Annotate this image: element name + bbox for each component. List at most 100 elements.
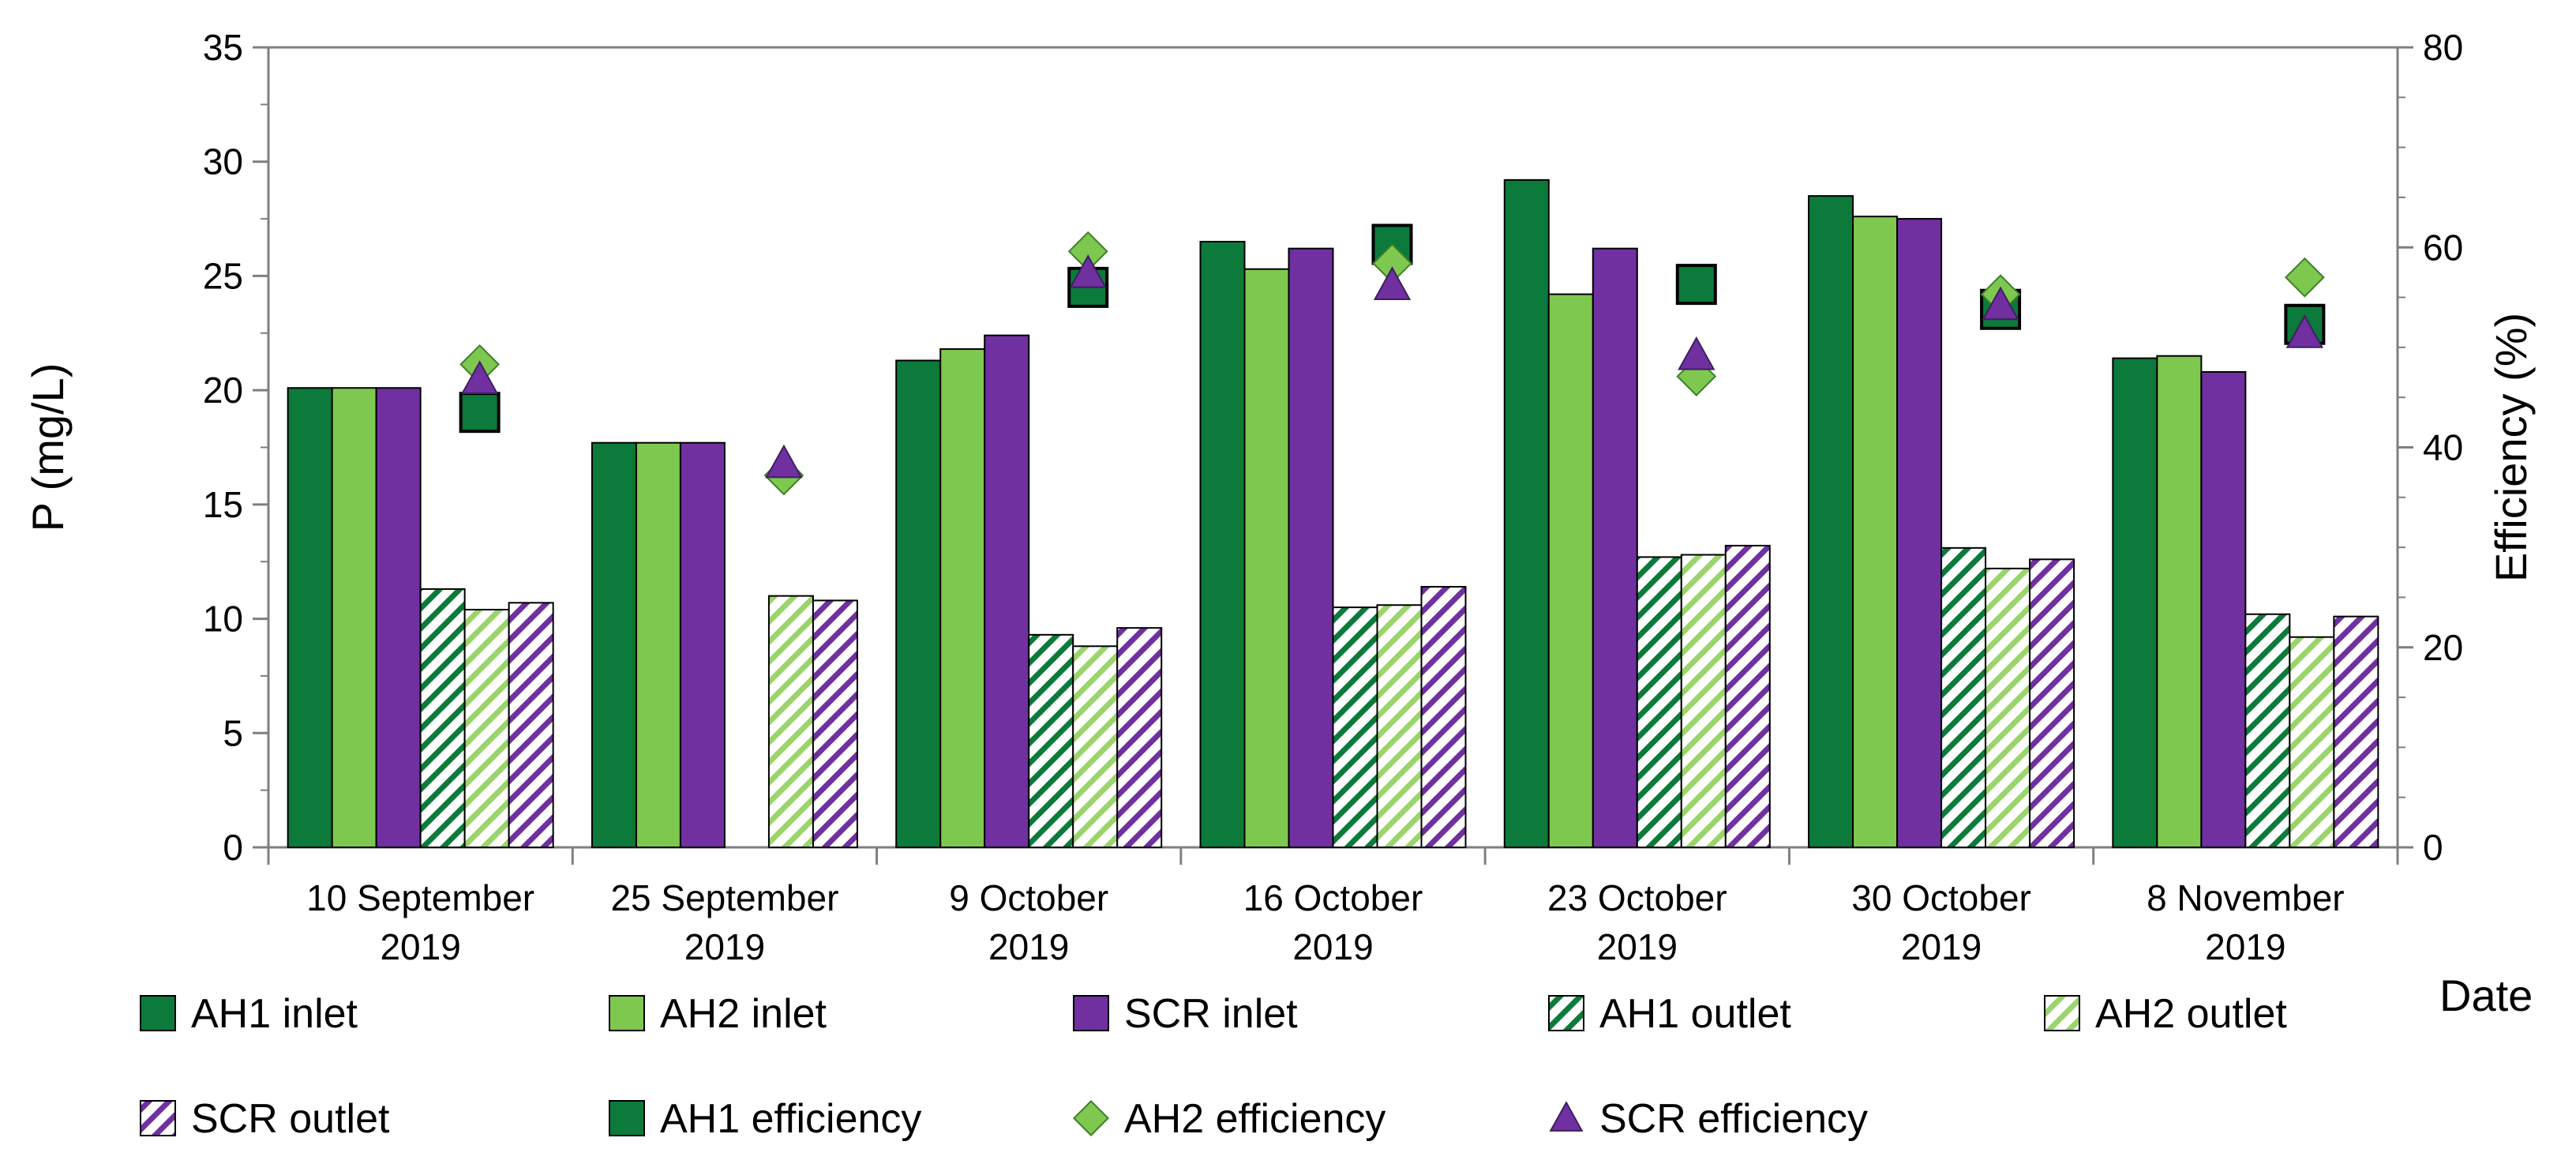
bar-scr-outlet (2029, 558, 2075, 848)
bar-ah1-inlet (1199, 241, 1246, 848)
bar-ah2-outlet (1985, 567, 2031, 848)
legend-item: SCR efficiency (1549, 1096, 1868, 1142)
bar-ah2-inlet (1547, 293, 1594, 848)
x-tick-label: 30 October (1851, 877, 2031, 918)
legend-label: AH1 outlet (1599, 991, 1791, 1037)
bar-ah1-outlet (1332, 606, 1378, 848)
marker-ah1-efficiency (459, 392, 501, 434)
x-axis-title: Date (2439, 971, 2533, 1020)
bar-ah1-outlet (1028, 633, 1074, 848)
x-tick-label: 9 October (949, 877, 1108, 918)
x-tick-label: 2019 (2205, 926, 2285, 967)
legend-label: SCR inlet (1124, 991, 1298, 1037)
bar-scr-outlet (2333, 615, 2379, 848)
bar-ah1-inlet (2112, 357, 2158, 848)
bar-ah1-inlet (1503, 178, 1550, 848)
efficiency-markers (459, 223, 2326, 496)
y-tick-label-right: 60 (2423, 227, 2463, 268)
y-tick-label-right: 20 (2423, 627, 2463, 668)
y-tick-label-left: 0 (223, 827, 243, 868)
marker-scr-efficiency (460, 360, 499, 394)
bar-ah1-inlet (287, 387, 333, 848)
y-tick-label-left: 10 (203, 599, 243, 640)
legend-label: SCR outlet (191, 1096, 390, 1142)
bar-ah1-outlet (419, 588, 466, 849)
marker-scr-efficiency (1678, 336, 1715, 370)
bar-scr-inlet (1288, 247, 1334, 848)
bar-scr-outlet (1116, 627, 1163, 848)
legend-label: AH1 inlet (191, 991, 358, 1037)
bar-ah2-outlet (767, 595, 814, 849)
legend-label: AH2 inlet (660, 991, 827, 1037)
legend-swatch (609, 1100, 645, 1136)
bar-ah2-inlet (1243, 268, 1290, 848)
legend-swatch (1072, 1099, 1110, 1137)
marker-scr-efficiency (1069, 254, 1107, 288)
bar-scr-outlet (1724, 544, 1771, 848)
marker-scr-efficiency (765, 444, 803, 479)
legend-item: AH1 outlet (1548, 991, 1791, 1037)
legend: AH1 inlet AH2 inlet SCR inlet AH1 outlet AH2… (140, 991, 2287, 1142)
legend-item: AH1 inlet (140, 991, 358, 1037)
x-tick-label: 2019 (988, 926, 1069, 967)
bar-ah2-outlet (1376, 604, 1423, 848)
bar-ah1-inlet (895, 359, 942, 848)
bar-scr-inlet (984, 334, 1030, 848)
legend-label: SCR efficiency (1599, 1096, 1868, 1142)
bar-ah2-inlet (331, 387, 377, 848)
y-tick-label-left: 35 (203, 27, 243, 68)
bar-ah1-outlet (1940, 546, 1987, 848)
x-tick-label: 10 September (306, 877, 534, 918)
legend-label: AH2 efficiency (1124, 1096, 1385, 1142)
x-tick-label: 2019 (1292, 926, 1373, 967)
x-tick-label: 25 September (610, 877, 838, 918)
legend-item: SCR inlet (1073, 991, 1298, 1037)
legend-item: AH2 efficiency (1072, 1096, 1385, 1142)
bar-scr-inlet (2200, 370, 2247, 848)
y-tick-label-left: 30 (203, 141, 243, 182)
bar-ah1-inlet (1808, 195, 1854, 848)
bar-ah1-outlet (1636, 556, 1682, 848)
legend-swatch (140, 1100, 176, 1136)
legend-item: AH1 efficiency (609, 1096, 921, 1142)
bar-scr-inlet (679, 441, 726, 848)
bar-ah2-inlet (939, 348, 986, 848)
legend-swatch (140, 995, 176, 1031)
y-axis-title-right: Efficiency (%) (2486, 313, 2536, 582)
y-tick-label-left: 5 (223, 712, 243, 753)
axes: 0 5 10 15 20 25 30 35 0 20 40 60 80 (203, 27, 2463, 868)
bar-ah2-outlet (463, 608, 510, 848)
bar-scr-inlet (1592, 247, 1638, 848)
bar-scr-outlet (812, 599, 858, 848)
y-tick-label-right: 40 (2423, 427, 2463, 468)
x-tick-label: 8 November (2147, 877, 2345, 918)
bar-ah2-inlet (635, 441, 681, 848)
bar-ah2-inlet (1852, 216, 1899, 849)
x-tick-label: 2019 (380, 926, 460, 967)
bar-ah1-inlet (591, 441, 637, 848)
legend-swatch (1548, 995, 1584, 1031)
legend-item: SCR outlet (140, 1096, 390, 1142)
bar-scr-inlet (375, 387, 422, 848)
bar-ah2-inlet (2156, 355, 2203, 848)
x-tick-label: 2019 (1901, 926, 1982, 967)
y-tick-label-right: 0 (2423, 827, 2443, 868)
marker-scr-efficiency (2285, 314, 2324, 348)
legend-item: AH2 inlet (609, 991, 827, 1037)
x-tick-label: 2019 (684, 926, 765, 967)
marker-scr-efficiency (1373, 266, 1412, 300)
axis-labels: 10 September 2019 25 September 2019 9 Octobe… (23, 313, 2536, 1020)
bar-ah2-outlet (1072, 645, 1119, 848)
bar-ah2-outlet (1680, 554, 1727, 848)
y-tick-label-left: 15 (203, 484, 243, 525)
marker-ah2-efficiency (2284, 257, 2325, 298)
marker-scr-efficiency (1982, 286, 2019, 321)
legend-swatch (1073, 995, 1109, 1031)
bar-ah1-outlet (2244, 613, 2291, 848)
x-tick-label: 2019 (1597, 926, 1678, 967)
legend-swatch (1549, 1101, 1584, 1132)
y-tick-label-left: 20 (203, 370, 243, 411)
legend-swatch (609, 995, 645, 1031)
bar-scr-outlet (1420, 586, 1467, 849)
